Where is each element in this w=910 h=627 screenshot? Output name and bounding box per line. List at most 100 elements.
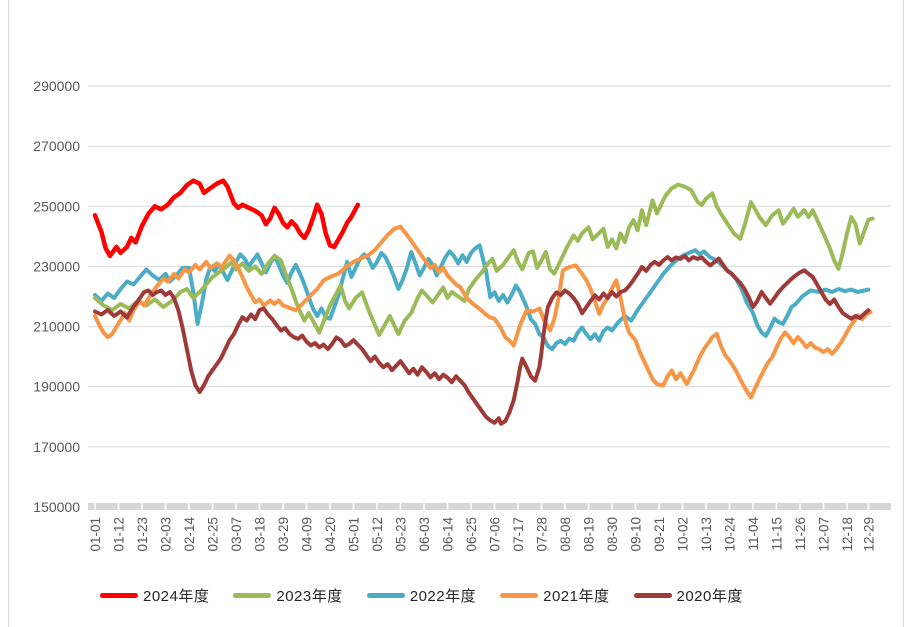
x-axis-tick-notch [470, 503, 472, 510]
y-axis-tick-label: 210000 [33, 319, 80, 335]
x-axis-tick-notch [867, 503, 870, 510]
x-axis-tick-notch [634, 503, 637, 510]
legend-item-2024[interactable]: 2024年度 [100, 585, 209, 606]
x-axis-tick-label: 05-23 [394, 517, 409, 552]
x-axis-tick-notch [258, 503, 261, 510]
x-axis-tick-label: 11-15 [770, 517, 785, 551]
x-axis-tick-notch [587, 503, 590, 510]
x-axis-tick-label: 10-02 [676, 517, 691, 552]
x-axis-tick-label: 03-29 [276, 517, 291, 552]
x-axis-tick-label: 01-12 [112, 517, 127, 552]
x-axis-tick-notch [211, 503, 214, 510]
chart-frame-border [8, 0, 904, 627]
x-axis-tick-notch [352, 503, 355, 510]
series-line-2024年度 [92, 178, 361, 259]
legend-item-2020[interactable]: 2020年度 [633, 585, 743, 606]
x-axis-tick-label: 11-04 [746, 517, 761, 551]
legend-label: 2021年度 [543, 588, 610, 605]
x-axis-tick-notch [305, 503, 308, 510]
x-axis-tick-notch [399, 503, 402, 510]
x-axis-tick-notch [752, 503, 754, 510]
x-axis-tick-notch [799, 503, 801, 510]
x-axis-tick-notch [329, 503, 331, 510]
x-axis-tick-label: 02-25 [206, 517, 221, 552]
x-axis-tick-label: 04-20 [323, 517, 338, 552]
x-axis-tick-notch [846, 503, 848, 510]
x-axis-tick-notch [822, 503, 825, 510]
x-axis-tick-notch [658, 503, 660, 510]
x-axis-tick-notch [564, 503, 566, 510]
x-axis-tick-label: 12-07 [817, 517, 832, 552]
x-axis-tick-label: 10-13 [699, 517, 714, 552]
x-axis-tick-label: 08-19 [582, 517, 597, 552]
x-axis-tick-label: 06-14 [441, 517, 456, 552]
y-axis-tick-label: 230000 [33, 258, 80, 274]
x-axis-tick-notch [376, 503, 378, 510]
y-axis-tick-label: 250000 [33, 198, 80, 214]
x-axis-tick-label: 09-21 [652, 517, 667, 552]
x-axis-tick-label: 07-17 [511, 517, 526, 552]
legend-item-2022[interactable]: 2022年度 [366, 585, 477, 606]
x-axis-baseline [88, 503, 891, 510]
x-axis-tick-notch [493, 503, 496, 510]
legend-swatch-2021 [500, 593, 539, 598]
x-axis-tick-label: 07-06 [488, 517, 503, 552]
x-axis-tick-label: 09-10 [629, 517, 644, 552]
legend-label: 2020年度 [676, 588, 743, 605]
legend-label: 2023年度 [276, 588, 343, 605]
x-axis-tick-label: 01-01 [88, 517, 103, 552]
legend-swatch-2020 [633, 593, 672, 598]
x-axis-tick-label: 08-08 [558, 517, 573, 552]
legend-label: 2022年度 [409, 588, 477, 605]
legend-label: 2024年度 [143, 588, 210, 605]
x-axis-tick-notch [775, 503, 778, 510]
x-axis-tick-notch [540, 503, 543, 510]
x-axis-tick-label: 04-09 [300, 517, 315, 552]
x-axis-tick-label: 07-28 [535, 517, 550, 552]
x-axis-tick-notch [164, 503, 167, 510]
series-line-2023年度 [93, 182, 875, 337]
x-axis-tick-label: 05-12 [370, 517, 385, 552]
x-axis-tick-label: 05-01 [347, 517, 362, 552]
x-axis-tick-notch [188, 503, 190, 510]
x-axis-tick-label: 08-30 [605, 517, 620, 552]
x-axis-tick-label: 03-18 [253, 517, 268, 552]
legend-item-2023[interactable]: 2023年度 [233, 585, 342, 606]
series-line-2022年度 [93, 243, 871, 352]
x-axis-tick-notch [681, 503, 684, 510]
x-axis-tick-label: 12-29 [861, 517, 876, 552]
x-axis-tick-notch [705, 503, 707, 510]
x-axis-tick-notch [282, 503, 284, 510]
x-axis-tick-notch [423, 503, 425, 510]
x-axis-tick-label: 01-23 [135, 517, 150, 552]
x-axis-tick-notch [517, 503, 519, 510]
legend-swatch-2022 [366, 593, 405, 598]
legend-item-2021[interactable]: 2021年度 [500, 585, 609, 606]
x-axis-tick-notch [728, 503, 731, 510]
y-axis-tick-label: 290000 [33, 78, 80, 94]
x-axis-tick-label: 10-24 [723, 517, 738, 552]
x-axis-tick-notch [141, 503, 143, 510]
legend-swatch-2024 [100, 593, 138, 598]
x-axis-tick-notch [611, 503, 613, 510]
x-axis-tick-label: 06-25 [464, 517, 479, 552]
y-axis-tick-label: 170000 [33, 439, 80, 455]
x-axis-tick-label: 12-18 [840, 517, 855, 552]
x-axis-tick-notch [117, 503, 120, 510]
x-axis-tick-notch [94, 503, 96, 510]
series-line-2021年度 [93, 224, 873, 400]
x-axis-tick-label: 03-07 [229, 517, 244, 552]
y-axis-tick-label: 190000 [33, 379, 80, 395]
x-axis-tick-label: 06-03 [417, 517, 432, 552]
x-axis-tick-label: 02-14 [182, 517, 197, 552]
x-axis-tick-notch [235, 503, 237, 510]
x-axis-tick-notch [446, 503, 449, 510]
chart-legend: 2024年度 2023年度 2022年度 2021年度 2020年度 [100, 585, 743, 606]
y-axis-tick-label: 270000 [33, 138, 80, 154]
series-line-2020年度 [93, 253, 871, 426]
y-axis-tick-label: 150000 [33, 499, 80, 515]
x-axis-tick-label: 02-03 [159, 517, 174, 552]
x-axis-tick-label: 11-26 [793, 517, 808, 551]
